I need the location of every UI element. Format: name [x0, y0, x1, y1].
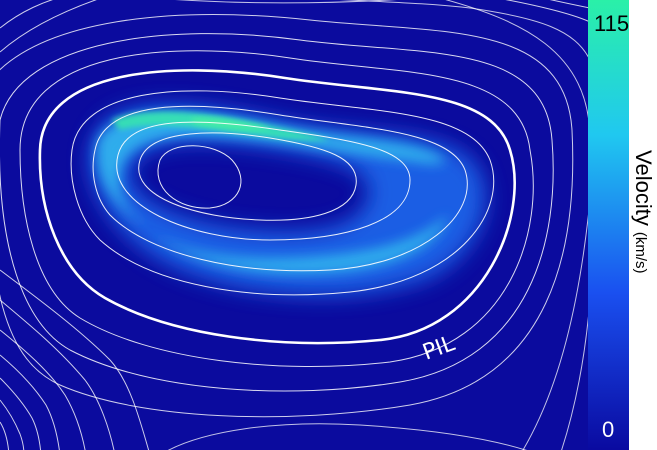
contour-line	[138, 132, 357, 221]
colorbar: 115 0 Velocity (km/s)	[588, 0, 657, 450]
pil-contour-line	[38, 69, 516, 345]
colorbar-min-label: 0	[602, 417, 614, 442]
contour-line	[0, 269, 150, 450]
colorbar-title: Velocity (km/s)	[631, 150, 656, 273]
colorbar-unit: (km/s)	[632, 232, 649, 274]
contour-line	[0, 33, 554, 392]
contour-line	[522, 214, 588, 450]
contour-line	[0, 421, 10, 450]
contour-line	[19, 50, 534, 368]
contour-line	[0, 354, 60, 450]
contour-line	[167, 423, 527, 450]
contour-line	[0, 299, 115, 450]
contour-line	[92, 105, 468, 272]
contour-line	[0, 329, 86, 450]
contour-line	[175, 0, 588, 120]
colorbar-title-text: Velocity	[631, 150, 656, 226]
contour-line	[0, 0, 97, 53]
contour-line	[561, 316, 588, 450]
map-background	[0, 0, 588, 450]
contour-line	[157, 145, 242, 209]
flow-mid-band	[96, 112, 448, 274]
contour-lines	[0, 0, 588, 450]
colorbar-gradient	[588, 0, 629, 450]
contour-line	[0, 14, 574, 418]
contour-line	[0, 0, 54, 29]
contour-line	[549, 0, 588, 9]
contour-line	[505, 0, 588, 22]
contour-line	[70, 90, 495, 296]
colorbar-max-label: 115	[594, 11, 629, 36]
contour-line	[339, 0, 588, 58]
velocity-map: PIL	[0, 0, 588, 450]
contour-line	[0, 377, 42, 450]
contour-line	[116, 121, 411, 241]
colorbar-panel	[629, 0, 657, 450]
